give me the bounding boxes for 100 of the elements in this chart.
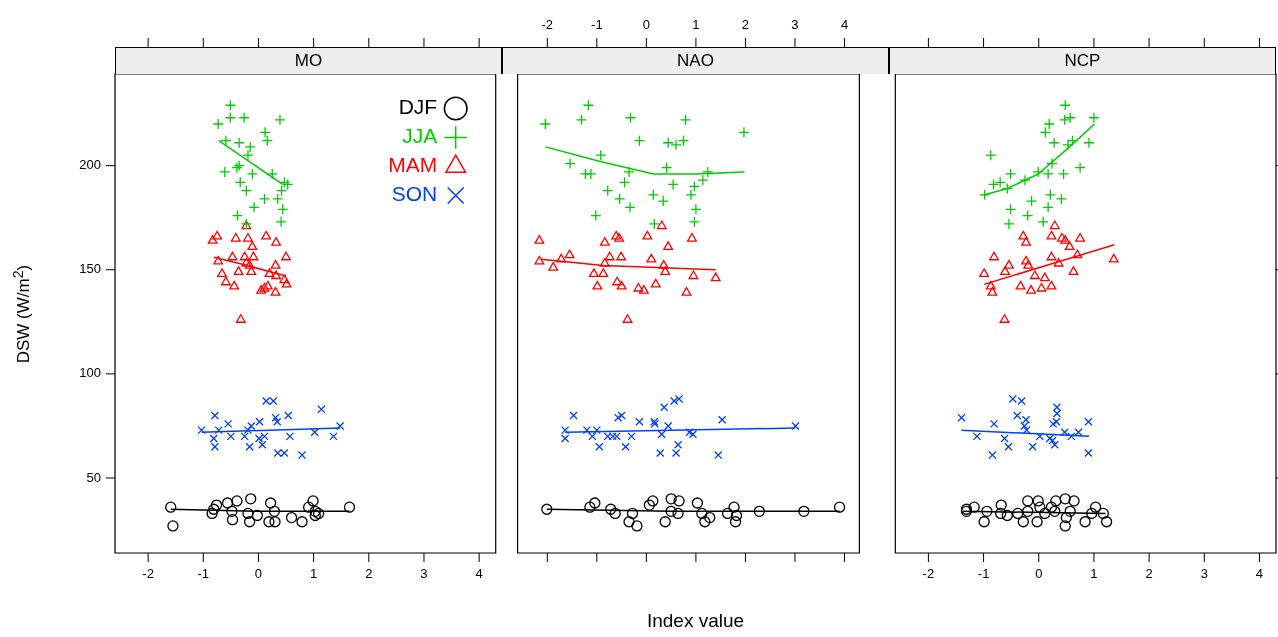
point [667,178,679,191]
point [1012,507,1024,520]
point [1032,166,1044,178]
point [210,411,220,420]
point [270,259,281,269]
point [309,509,321,522]
point [1068,266,1079,275]
x-tick-label: 0 [642,16,650,32]
point [285,432,295,441]
point [621,442,630,451]
point [229,280,240,290]
chart-title: MO [115,47,502,74]
legend-label: DJF [398,95,438,119]
point [1064,241,1075,251]
point [688,430,698,439]
point [1022,495,1034,507]
point [626,507,639,520]
point [656,220,667,230]
x-tick-label: -2 [541,16,554,32]
point [592,280,603,290]
point [251,509,263,522]
point [273,417,282,426]
point [264,497,277,509]
x-tick-label: -1 [977,566,990,582]
point [230,232,241,242]
point [1019,174,1031,186]
point [659,516,671,528]
point [702,166,714,178]
point [609,507,621,520]
legend-label: JJA [402,124,438,148]
point [279,274,290,284]
point [272,193,284,205]
point [245,442,254,451]
point [541,503,553,515]
point [1000,266,1011,275]
point [1067,432,1076,441]
point [534,234,545,244]
point [598,268,609,278]
point [677,134,690,147]
point [343,501,356,513]
point [660,403,669,412]
point [657,195,669,207]
point [1021,237,1032,246]
point [1064,505,1076,517]
point [213,255,224,265]
point [1042,201,1054,213]
point [1000,434,1009,443]
point [1045,501,1058,513]
point [268,505,281,517]
point [1059,520,1071,532]
x-tick-label: -2 [922,566,935,582]
point [303,501,315,513]
point [613,193,626,205]
point [564,249,575,259]
point [244,141,256,153]
point [624,201,636,213]
point [309,505,321,517]
point [255,417,264,426]
point [226,505,238,517]
point [1045,434,1054,443]
point [1062,139,1074,151]
point [979,268,990,278]
point [1086,507,1098,520]
point [657,430,666,439]
point [1097,507,1109,520]
x-tick-label: -2 [142,566,154,582]
point [633,134,646,147]
point [206,507,218,520]
point [1003,218,1015,230]
point [616,280,627,290]
point [1066,134,1079,147]
point [665,493,677,505]
x-tick-label: 0 [254,566,263,582]
point [274,114,286,126]
point [285,511,298,524]
point [663,421,673,431]
point [1042,168,1054,180]
point [281,278,292,288]
legend-label: MAM [388,153,438,177]
point [1050,440,1059,449]
point [798,505,810,517]
point [674,394,684,404]
point [672,507,684,520]
y-tick-label: 200 [79,157,101,173]
point [246,168,259,180]
point [1059,99,1071,111]
point [233,137,245,149]
point [685,189,697,201]
point [1048,436,1057,445]
point [595,442,604,451]
point [1074,162,1086,174]
point [1039,272,1050,282]
point [665,505,677,517]
point [254,434,264,443]
point [297,450,307,460]
point [212,230,223,240]
point [243,425,253,435]
point [1053,257,1064,267]
point [1064,112,1076,124]
point [224,112,236,124]
